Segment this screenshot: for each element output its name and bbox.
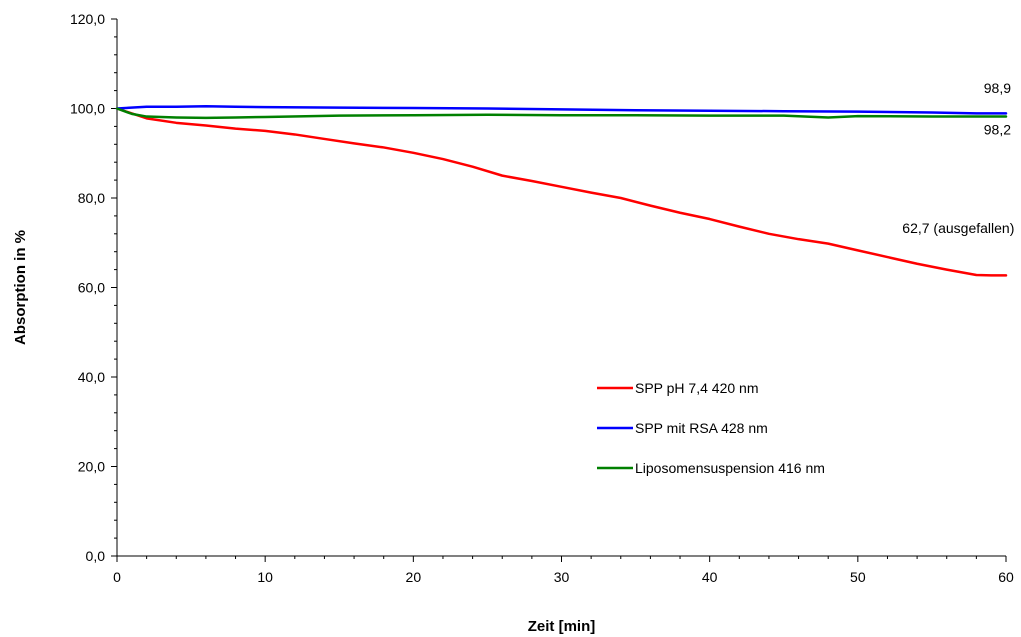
y-tick-label: 40,0 [78,369,105,385]
x-axis-title: Zeit [min] [528,618,596,635]
legend-label-1: SPP pH 7,4 420 nm [635,380,758,396]
annotation-label: 62,7 (ausgefallen) [902,220,1014,236]
y-axis-ticks: 0,0 20,0 40,0 60,0 80,0 100,0 120,0 [70,11,117,564]
y-tick-label: 80,0 [78,190,105,206]
x-tick-label: 40 [702,569,718,585]
y-tick-label: 120,0 [70,11,105,27]
x-tick-label: 30 [554,569,570,585]
y-tick-label: 20,0 [78,459,105,475]
annotations: 98,9 98,2 62,7 (ausgefallen) [902,80,1014,236]
x-axis-ticks: 0 10 20 30 40 50 60 [113,556,1014,585]
legend-label-2: SPP mit RSA 428 nm [635,420,768,436]
y-tick-label: 0,0 [86,548,106,564]
legend-label-3: Liposomensuspension 416 nm [635,460,825,476]
series-line-3 [115,107,1008,120]
series-line-2 [115,105,1008,115]
series-line-1 [115,107,1008,277]
x-tick-label: 20 [406,569,422,585]
series-lines [115,105,1008,277]
x-tick-label: 0 [113,569,121,585]
y-axis-title: Absorption in % [12,230,29,345]
y-tick-label: 100,0 [70,101,105,117]
annotation-label: 98,2 [984,121,1011,137]
x-tick-label: 10 [257,569,273,585]
x-tick-label: 60 [998,569,1014,585]
plot-area: 0,0 20,0 40,0 60,0 80,0 100,0 120,0 0 10 20 30 40 5… [70,11,1014,585]
legend: SPP pH 7,4 420 nm SPP mit RSA 428 nm Lipos… [597,380,825,476]
x-tick-label: 50 [850,569,866,585]
annotation-label: 98,9 [984,80,1011,96]
y-tick-label: 60,0 [78,280,105,296]
